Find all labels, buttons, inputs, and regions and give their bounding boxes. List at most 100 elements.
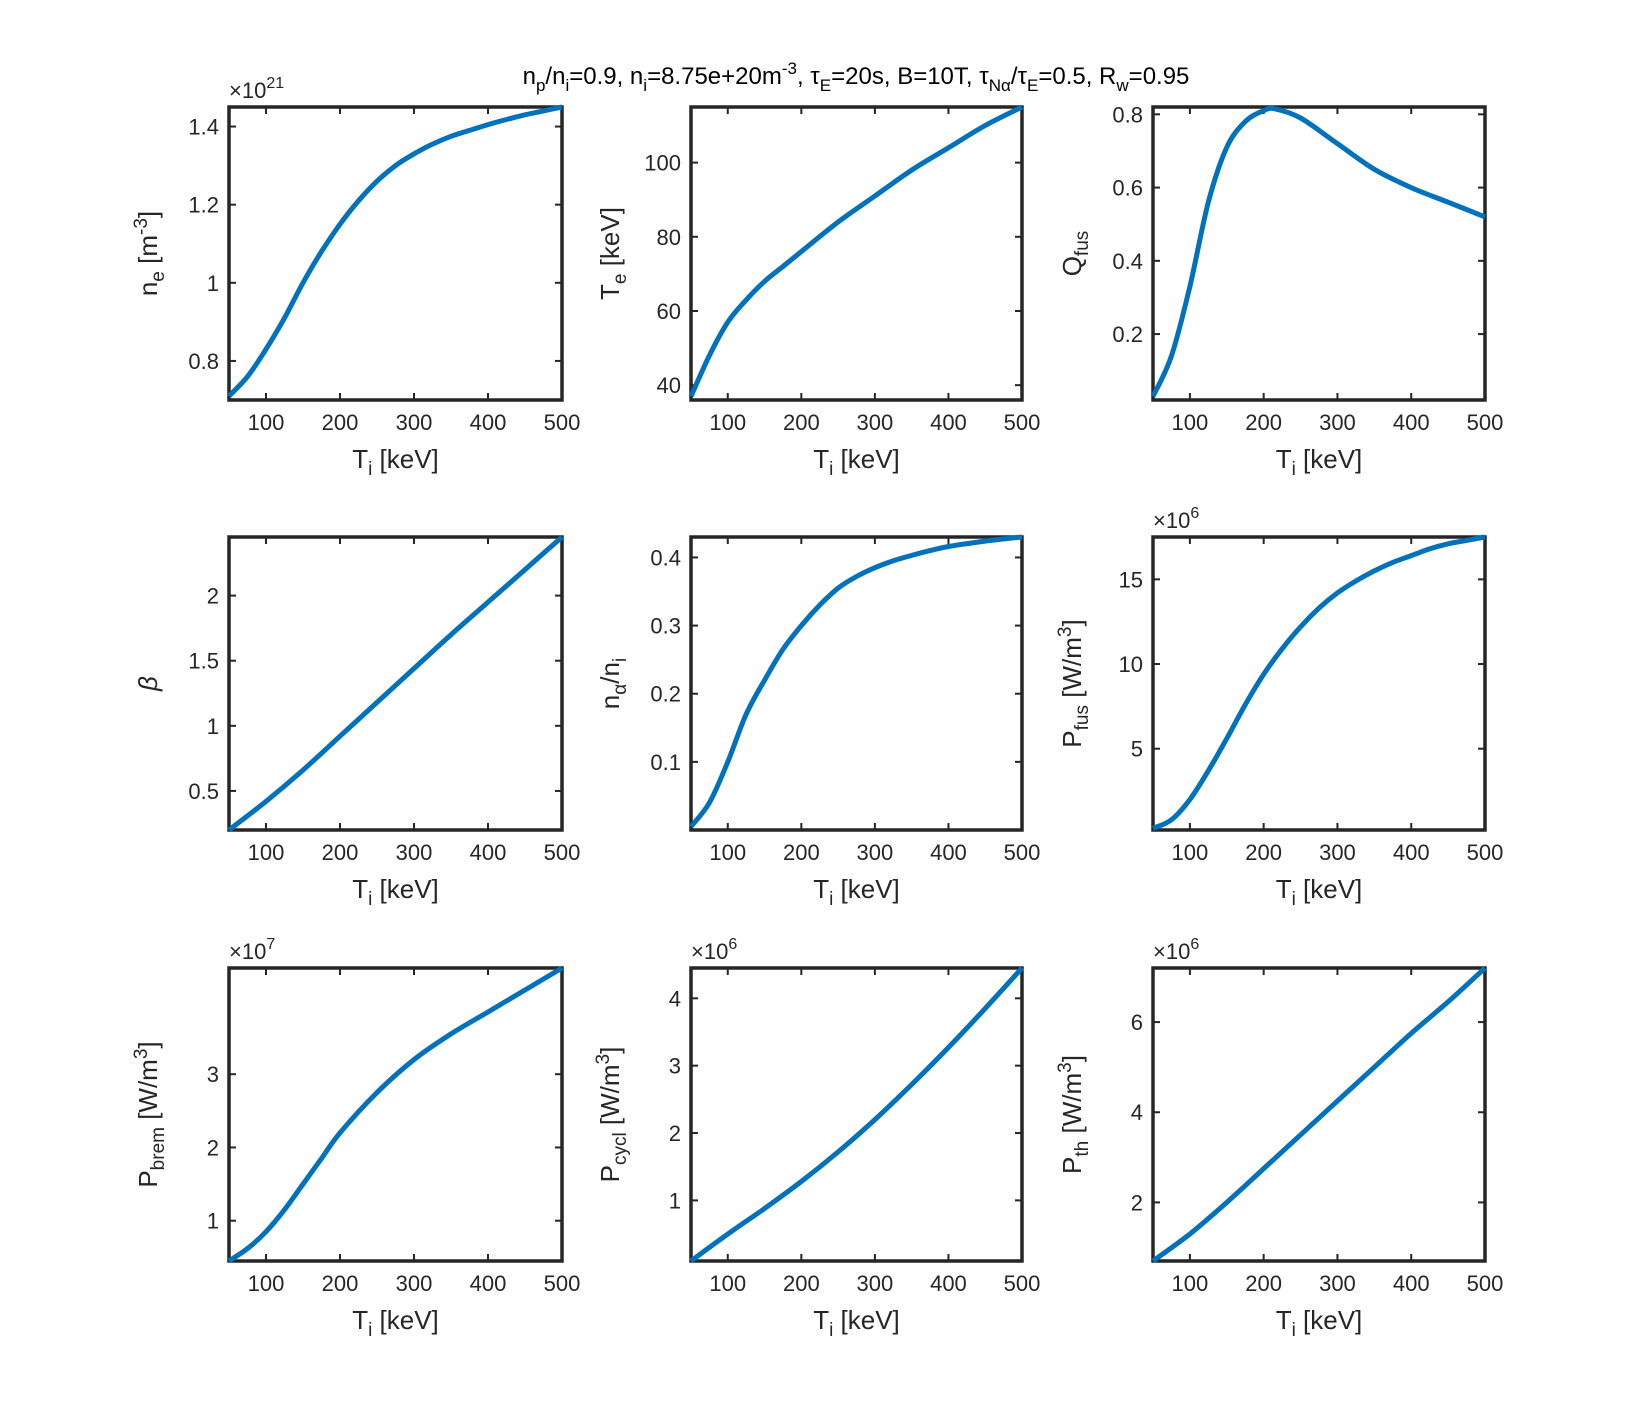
y-axis-label: Pcycl [W/m3] bbox=[593, 1047, 631, 1183]
text-part: i bbox=[1292, 459, 1296, 480]
y-tick-label: 0.3 bbox=[650, 614, 681, 639]
x-tick-label: 300 bbox=[1319, 1271, 1356, 1296]
axes-box bbox=[1151, 105, 1487, 402]
text-part: [keV] bbox=[833, 1305, 899, 1335]
y-tick-label: 3 bbox=[207, 1062, 219, 1087]
text-part: [W/m bbox=[595, 1064, 625, 1132]
x-tick-label: 400 bbox=[470, 840, 507, 865]
text-part: fus bbox=[1072, 705, 1093, 730]
text-part: -3 bbox=[131, 218, 152, 235]
y-axis-label: Te [keV] bbox=[595, 207, 631, 300]
x-tick-label: 500 bbox=[544, 1271, 581, 1296]
subplot-pfus: 100 200 300 400 500 5 10 15 ×106 Ti [keV] Pfus [W/… bbox=[1055, 505, 1503, 910]
y-tick-label: 6 bbox=[1131, 1010, 1143, 1035]
subplot-qfus: 100 200 300 400 500 0.2 0.4 0.6 0.8 Ti [keV] Qfus bbox=[1057, 102, 1503, 480]
x-axis-label: Ti [keV] bbox=[813, 874, 900, 910]
x-tick-label: 400 bbox=[930, 840, 967, 865]
axes-box bbox=[689, 535, 1024, 832]
text-part: p bbox=[536, 76, 545, 95]
text-part: n bbox=[133, 282, 163, 296]
y-tick-label: 80 bbox=[657, 225, 681, 250]
subplot-pcycl: 100 200 300 400 500 1 2 3 4 ×106 Ti [keV] Pcycl [W/… bbox=[593, 936, 1040, 1341]
series-line-pfus bbox=[1151, 534, 1486, 831]
y-tick-label: 1.2 bbox=[188, 193, 219, 218]
x-axis-label: Ti [keV] bbox=[352, 444, 439, 480]
text-part: fus bbox=[1072, 231, 1093, 256]
y-tick-label: 0.2 bbox=[1112, 322, 1143, 347]
y-tick-label: 0.4 bbox=[650, 545, 681, 570]
text-part: 21 bbox=[266, 75, 284, 92]
x-tick-label: 100 bbox=[248, 410, 285, 435]
text-part: ×10 bbox=[229, 78, 266, 103]
x-tick-label: 400 bbox=[930, 410, 967, 435]
x-tick-label: 500 bbox=[1004, 1271, 1041, 1296]
text-part: w bbox=[1115, 76, 1129, 95]
text-part: [keV] bbox=[595, 207, 625, 273]
text-part: Nα bbox=[989, 76, 1011, 95]
x-tick-label: 100 bbox=[709, 410, 746, 435]
text-part: 3 bbox=[593, 1054, 614, 1065]
axes-box bbox=[1151, 966, 1487, 1263]
text-part: β bbox=[133, 676, 163, 692]
text-part: [keV] bbox=[833, 874, 899, 904]
y-tick-label: 60 bbox=[657, 299, 681, 324]
text-part: ×10 bbox=[229, 939, 266, 964]
text-part: T bbox=[1276, 444, 1292, 474]
text-part: e bbox=[148, 271, 169, 282]
text-part: [keV] bbox=[372, 1305, 438, 1335]
x-tick-label: 200 bbox=[783, 840, 820, 865]
x-axis-label: Ti [keV] bbox=[1276, 444, 1363, 480]
series-line-pbrem bbox=[227, 965, 564, 1264]
text-part: i bbox=[368, 889, 372, 910]
text-part: P bbox=[1057, 1157, 1087, 1174]
x-tick-label: 400 bbox=[1393, 840, 1430, 865]
x-tick-label: 500 bbox=[1004, 840, 1041, 865]
axis-exponent: ×107 bbox=[229, 936, 275, 964]
x-axis-label: Ti [keV] bbox=[1276, 874, 1363, 910]
text-part: i bbox=[368, 1320, 372, 1341]
y-tick-label: 1 bbox=[669, 1188, 681, 1213]
x-tick-label: 500 bbox=[544, 840, 581, 865]
text-part: ] bbox=[595, 1047, 625, 1054]
x-tick-label: 200 bbox=[1245, 1271, 1282, 1296]
y-axis-label: nα/ni bbox=[595, 658, 631, 709]
text-part: T bbox=[595, 284, 625, 300]
y-tick-label: 15 bbox=[1119, 567, 1143, 592]
text-part: =0.9, n bbox=[569, 63, 643, 90]
text-part: ×10 bbox=[1153, 508, 1190, 533]
text-part: n bbox=[595, 695, 625, 709]
y-axis-label: ne [m-3] bbox=[131, 211, 169, 296]
text-part: -3 bbox=[782, 59, 797, 78]
text-part: T bbox=[813, 444, 829, 474]
text-part: [keV] bbox=[1296, 874, 1362, 904]
x-tick-label: 100 bbox=[248, 1271, 285, 1296]
y-tick-label: 0.2 bbox=[650, 682, 681, 707]
x-tick-label: 200 bbox=[322, 1271, 359, 1296]
y-tick-label: 1.4 bbox=[188, 115, 219, 140]
x-tick-label: 100 bbox=[709, 1271, 746, 1296]
text-part: [W/m bbox=[1057, 1073, 1087, 1141]
x-tick-label: 100 bbox=[248, 840, 285, 865]
text-part: e bbox=[610, 274, 631, 285]
text-part: ×10 bbox=[691, 939, 728, 964]
y-axis-label: Pbrem [W/m3] bbox=[131, 1041, 169, 1187]
x-tick-label: 200 bbox=[1245, 410, 1282, 435]
axis-exponent: ×106 bbox=[1153, 505, 1199, 533]
x-tick-label: 400 bbox=[1393, 410, 1430, 435]
text-part: 7 bbox=[266, 936, 275, 953]
x-tick-label: 400 bbox=[930, 1271, 967, 1296]
text-part: i bbox=[368, 459, 372, 480]
x-tick-label: 100 bbox=[1172, 410, 1209, 435]
x-tick-label: 200 bbox=[783, 410, 820, 435]
y-axis-label: Pfus [W/m3] bbox=[1055, 619, 1093, 747]
x-tick-label: 300 bbox=[857, 410, 894, 435]
x-tick-label: 300 bbox=[396, 840, 433, 865]
y-tick-label: 1 bbox=[207, 271, 219, 296]
y-tick-label: 2 bbox=[1131, 1190, 1143, 1215]
y-tick-label: 2 bbox=[207, 1135, 219, 1160]
text-part: 6 bbox=[1190, 936, 1199, 953]
y-tick-label: 10 bbox=[1119, 652, 1143, 677]
text-part: n bbox=[523, 63, 536, 90]
